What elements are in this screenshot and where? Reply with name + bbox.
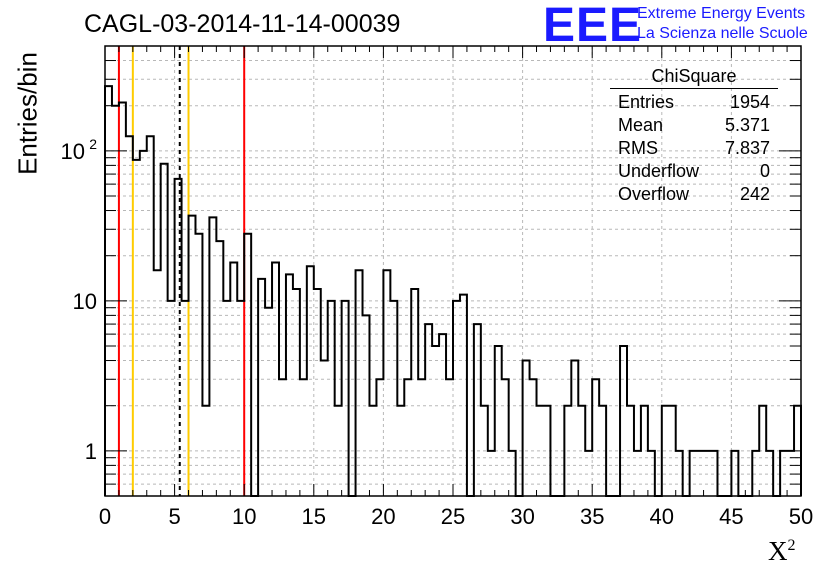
stats-title: ChiSquare — [610, 66, 778, 89]
x-tick-label: 15 — [302, 504, 326, 529]
logo-line-1: Extreme Energy Events — [637, 5, 806, 22]
x-axis-label: X2 — [768, 536, 796, 566]
y-tick-label: 10 — [61, 139, 85, 164]
x-tick-label: 40 — [650, 504, 674, 529]
x-tick-label: 50 — [789, 504, 813, 529]
x-tick-label: 45 — [719, 504, 743, 529]
stats-row: Overflow 242 — [618, 184, 770, 204]
y-tick-label: 1 — [85, 439, 97, 464]
x-tick-label: 5 — [168, 504, 180, 529]
chart-title: CAGL-03-2014-11-14-00039 — [84, 10, 401, 38]
x-tick-label: 0 — [99, 504, 111, 529]
x-tick-label: 20 — [371, 504, 395, 529]
histogram-outline — [104, 85, 802, 497]
plot-frame — [104, 45, 802, 497]
stats-box: ChiSquare Entries 1954 Mean 5.371 RMS 7.837… — [610, 66, 778, 206]
x-tick-label: 30 — [510, 504, 534, 529]
x-tick-label: 35 — [580, 504, 604, 529]
y-tick-label-exponent: 2 — [89, 136, 97, 152]
eee-logo: EEE — [543, 0, 643, 52]
stats-row: Entries 1954 — [618, 92, 770, 112]
logo-line-2: La Scienza nelle Scuole — [637, 25, 808, 42]
x-tick-label: 25 — [441, 504, 465, 529]
axis-ticks — [104, 45, 802, 497]
stats-row: Mean 5.371 — [618, 115, 770, 135]
y-tick-label: 10 — [73, 289, 97, 314]
y-axis-label: Entries/bin — [12, 52, 43, 175]
x-tick-label: 10 — [232, 504, 256, 529]
stats-row: RMS 7.837 — [618, 138, 770, 158]
stats-row: Underflow 0 — [618, 161, 770, 181]
